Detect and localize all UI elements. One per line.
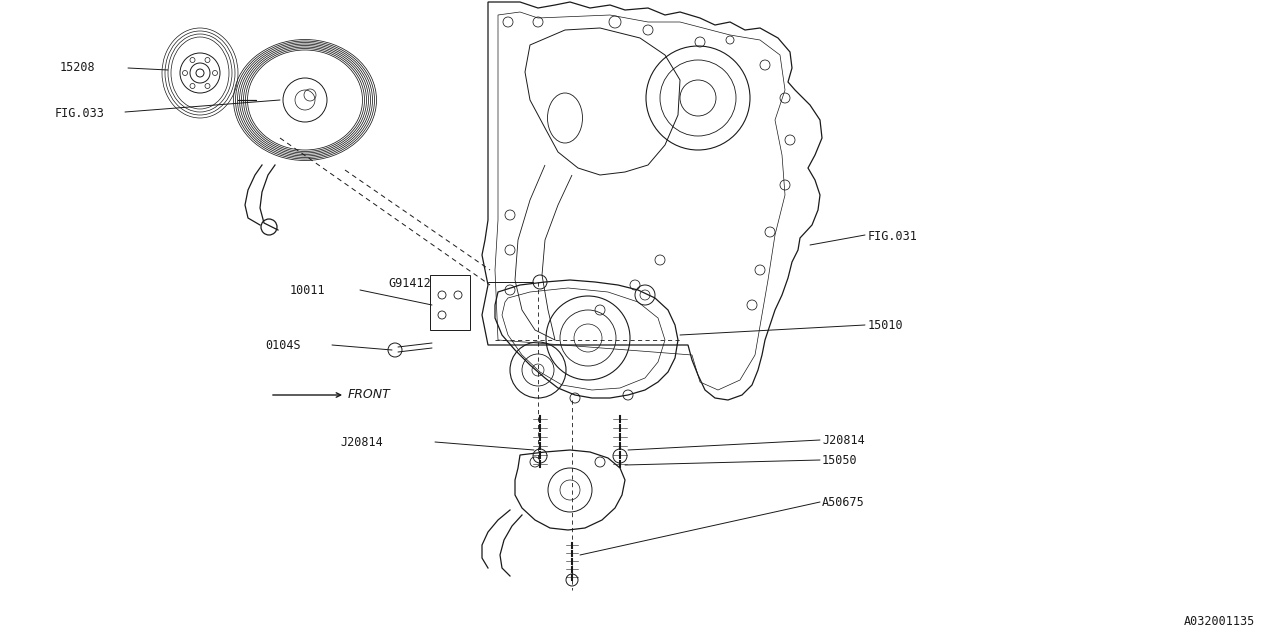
Text: FIG.033: FIG.033 bbox=[55, 106, 105, 120]
Text: 10011: 10011 bbox=[291, 284, 325, 296]
Text: A032001135: A032001135 bbox=[1184, 615, 1254, 628]
Text: FRONT: FRONT bbox=[348, 388, 390, 401]
Text: 0104S: 0104S bbox=[265, 339, 301, 351]
Text: 15208: 15208 bbox=[60, 61, 96, 74]
Bar bbox=[430, 275, 470, 330]
Text: J20814: J20814 bbox=[822, 433, 865, 447]
Text: 15050: 15050 bbox=[822, 454, 858, 467]
Text: A50675: A50675 bbox=[822, 495, 865, 509]
Text: 15010: 15010 bbox=[868, 319, 904, 332]
Text: FIG.031: FIG.031 bbox=[868, 230, 918, 243]
Text: G91412: G91412 bbox=[388, 276, 431, 289]
Text: J20814: J20814 bbox=[340, 436, 383, 449]
